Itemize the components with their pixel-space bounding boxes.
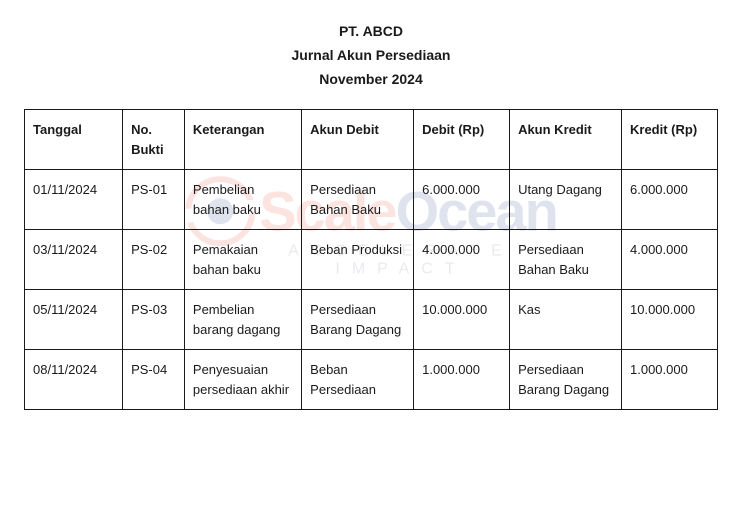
cell-debit: 4.000.000 xyxy=(414,230,510,290)
cell-akun-debit: Persediaan Barang Dagang xyxy=(302,290,414,350)
cell-bukti: PS-02 xyxy=(123,230,185,290)
col-header-akun-debit: Akun Debit xyxy=(302,110,414,170)
cell-debit: 1.000.000 xyxy=(414,350,510,410)
cell-akun-kredit: Utang Dagang xyxy=(510,170,622,230)
document-period: November 2024 xyxy=(24,68,718,92)
cell-tanggal: 01/11/2024 xyxy=(25,170,123,230)
cell-kredit: 4.000.000 xyxy=(622,230,718,290)
cell-debit: 10.000.000 xyxy=(414,290,510,350)
cell-akun-kredit: Kas xyxy=(510,290,622,350)
document-title: Jurnal Akun Persediaan xyxy=(24,44,718,68)
cell-bukti: PS-03 xyxy=(123,290,185,350)
cell-tanggal: 03/11/2024 xyxy=(25,230,123,290)
cell-keterangan: Penyesuaian persediaan akhir xyxy=(184,350,301,410)
cell-keterangan: Pembelian bahan baku xyxy=(184,170,301,230)
cell-keterangan: Pemakaian bahan baku xyxy=(184,230,301,290)
cell-bukti: PS-04 xyxy=(123,350,185,410)
cell-keterangan: Pembelian barang dagang xyxy=(184,290,301,350)
cell-kredit: 10.000.000 xyxy=(622,290,718,350)
col-header-akun-kredit: Akun Kredit xyxy=(510,110,622,170)
cell-tanggal: 05/11/2024 xyxy=(25,290,123,350)
cell-akun-kredit: Persediaan Bahan Baku xyxy=(510,230,622,290)
col-header-tanggal: Tanggal xyxy=(25,110,123,170)
cell-kredit: 1.000.000 xyxy=(622,350,718,410)
cell-debit: 6.000.000 xyxy=(414,170,510,230)
table-row: 01/11/2024 PS-01 Pembelian bahan baku Pe… xyxy=(25,170,718,230)
table-row: 03/11/2024 PS-02 Pemakaian bahan baku Be… xyxy=(25,230,718,290)
table-header-row: Tanggal No. Bukti Keterangan Akun Debit … xyxy=(25,110,718,170)
table-body: 01/11/2024 PS-01 Pembelian bahan baku Pe… xyxy=(25,170,718,410)
table-row: 08/11/2024 PS-04 Penyesuaian persediaan … xyxy=(25,350,718,410)
cell-akun-debit: Beban Persediaan xyxy=(302,350,414,410)
col-header-keterangan: Keterangan xyxy=(184,110,301,170)
cell-akun-debit: Persediaan Bahan Baku xyxy=(302,170,414,230)
table-row: 05/11/2024 PS-03 Pembelian barang dagang… xyxy=(25,290,718,350)
cell-akun-debit: Beban Produksi xyxy=(302,230,414,290)
cell-kredit: 6.000.000 xyxy=(622,170,718,230)
cell-tanggal: 08/11/2024 xyxy=(25,350,123,410)
col-header-bukti: No. Bukti xyxy=(123,110,185,170)
cell-akun-kredit: Persediaan Barang Dagang xyxy=(510,350,622,410)
col-header-debit: Debit (Rp) xyxy=(414,110,510,170)
company-name: PT. ABCD xyxy=(24,20,718,44)
cell-bukti: PS-01 xyxy=(123,170,185,230)
document-header: PT. ABCD Jurnal Akun Persediaan November… xyxy=(24,20,718,91)
journal-table: Tanggal No. Bukti Keterangan Akun Debit … xyxy=(24,109,718,410)
col-header-kredit: Kredit (Rp) xyxy=(622,110,718,170)
